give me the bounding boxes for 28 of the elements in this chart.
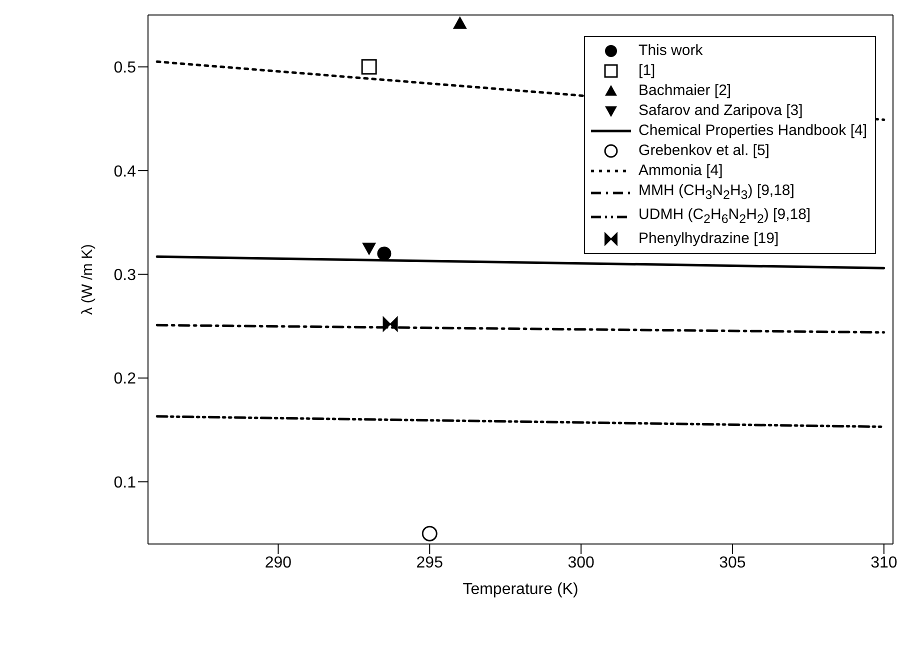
legend-label: Grebenkov et al. [5]: [638, 141, 770, 161]
x-tick-label: 300: [568, 554, 595, 572]
legend-label: Chemical Properties Handbook [4]: [638, 121, 867, 141]
x-axis-title: Temperature (K): [462, 581, 578, 598]
y-axis-title: λ (W /m K): [79, 244, 96, 315]
y-tick-label: 0.2: [114, 370, 136, 388]
legend-label: Ammonia [4]: [638, 161, 723, 181]
legend-label: Bachmaier [2]: [638, 81, 732, 101]
x-tick-label: 310: [870, 554, 898, 572]
y-tick-label: 0.4: [114, 163, 136, 180]
x-tick-label: 290: [264, 554, 292, 572]
x-tick-label: 295: [416, 554, 444, 572]
x-tick-label: 305: [719, 554, 746, 572]
point: [422, 526, 438, 542]
y-tick-label: 0.3: [114, 266, 136, 284]
legend-label: Safarov and Zaripova [3]: [638, 101, 803, 121]
y-tick-label: 0.5: [114, 60, 136, 77]
point: [362, 242, 376, 256]
text: UDMH (C$_{2}$H$_{6}$N$_{2}$H$_{2}$) [9,18]: [638, 206, 811, 226]
legend-label: MMH (CH$_{3}$N$_{2}$H$_{3}$) [9,18]: [638, 181, 794, 204]
point: [377, 246, 392, 261]
point: [382, 316, 398, 332]
legend-label: Phenylhydrazine [19]: [638, 229, 779, 249]
y-tick-label: 0.1: [114, 474, 136, 492]
point: [361, 59, 377, 75]
legend-label: This work: [638, 41, 703, 61]
point: [452, 16, 467, 29]
legend-label: [1]: [638, 61, 656, 81]
